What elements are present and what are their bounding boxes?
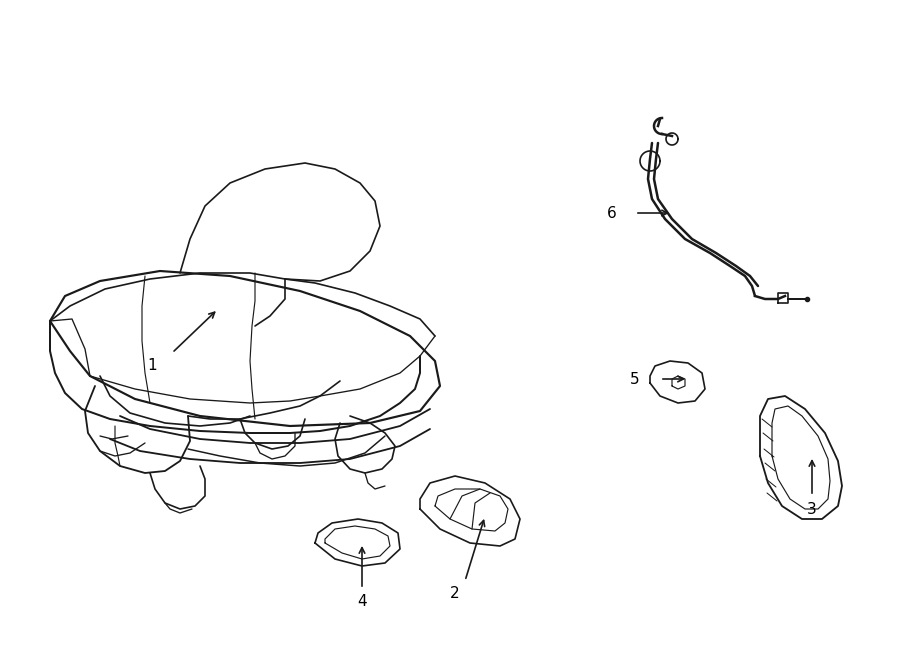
- Text: 6: 6: [608, 206, 616, 221]
- Text: 3: 3: [807, 502, 817, 516]
- Text: 1: 1: [148, 358, 157, 373]
- Text: 5: 5: [630, 371, 640, 387]
- Text: 2: 2: [450, 586, 460, 600]
- Text: 4: 4: [357, 594, 367, 609]
